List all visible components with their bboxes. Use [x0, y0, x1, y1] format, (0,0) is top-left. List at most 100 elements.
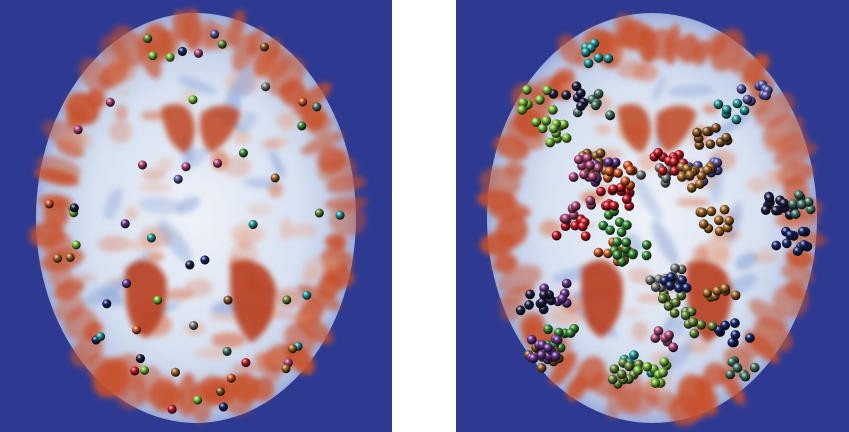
electrode-sphere-shading [551, 230, 562, 241]
ventricle-frontal-right [199, 105, 241, 153]
electrode-sphere-shading [545, 137, 555, 148]
electrode-sphere-shading [217, 39, 227, 49]
tract [236, 65, 255, 97]
electrode-sphere-shading [261, 82, 271, 92]
electrode-sphere-shading [585, 160, 595, 171]
tract [84, 280, 125, 307]
electrode-sphere-shading [148, 51, 158, 61]
electrode-sphere-shading [642, 361, 653, 372]
electrode-sphere-shading [622, 194, 632, 205]
electrode-sphere-shading [593, 53, 604, 63]
electrode-sphere-shading [130, 366, 140, 376]
electrode-sphere-shading [669, 166, 680, 176]
electrode-sphere-shading [524, 300, 534, 310]
electrode-sphere-shading [616, 227, 627, 237]
electrode-sphere-shading [143, 34, 153, 44]
electrode-sphere-shading [609, 201, 619, 211]
tissue-blotch [264, 136, 290, 147]
electrode-sphere-shading [281, 364, 291, 374]
electrode-sphere-shading [669, 157, 679, 167]
tract [652, 75, 667, 102]
electrode-sphere-shading [565, 328, 576, 338]
tissue-blotch [595, 124, 612, 135]
tissue-blotch [125, 206, 139, 221]
cortex-blotch [566, 375, 587, 401]
tissue-blotch [114, 104, 128, 121]
electrode-sphere-shading [707, 321, 718, 332]
cortex-blotch [178, 372, 197, 418]
tissue-blotch [279, 218, 294, 241]
cortex-blotch [86, 89, 106, 109]
tract [138, 196, 184, 215]
electrode-sphere-shading [732, 363, 743, 373]
electrode-sphere-shading [297, 121, 307, 131]
tissue-blotch [107, 63, 137, 83]
electrode-sphere-shading [603, 53, 614, 64]
electrode-sphere-shading [535, 95, 545, 105]
cortex-blotch [300, 131, 344, 156]
electrode-sphere-shading [580, 231, 591, 241]
tissue-blotch [194, 347, 230, 359]
tissue-blotch [97, 235, 131, 253]
electrode-sphere-shading [653, 326, 664, 336]
ventricle-frontal-left [161, 104, 195, 153]
electrode-sphere-shading [314, 208, 324, 218]
electrode-sphere-shading [730, 330, 741, 340]
electrode-sphere-shading [165, 52, 175, 62]
electrode-sphere-shading [792, 246, 803, 256]
cortex-blotch [504, 161, 526, 178]
electrode-sphere-shading [622, 220, 632, 230]
tissue-blotch [711, 247, 731, 267]
tissue-blotch [231, 363, 267, 373]
electrode-sphere-shading [604, 166, 615, 177]
electrode-sphere-shading [724, 216, 734, 226]
electrode-sphere-shading [541, 116, 552, 126]
electrode-sphere-shading [702, 288, 713, 299]
electrode-sphere-shading [609, 364, 620, 374]
electrode-sphere-shading [713, 99, 724, 110]
electrode-sphere-shading [525, 289, 535, 300]
electrode-sphere-shading [185, 260, 195, 270]
electrode-sphere-shading [605, 225, 615, 235]
electrode-sphere-shading [167, 404, 177, 414]
electrode-sphere-shading [702, 165, 713, 175]
electrode-sphere-shading [543, 343, 553, 353]
electrode-sphere-shading [579, 169, 589, 180]
tissue-blotch [59, 133, 94, 152]
electrode-sphere-shading [593, 163, 603, 173]
tract [734, 251, 759, 270]
ventricles [581, 104, 732, 343]
electrode-sphere-shading [194, 48, 203, 58]
electrode-sphere-shading [624, 361, 634, 372]
electrode-sphere-shading [132, 325, 142, 335]
cortex-blotch [781, 263, 815, 285]
electrode-sphere-shading [665, 281, 675, 291]
tissue-blotch [142, 168, 166, 182]
electrode-sphere-shading [771, 205, 781, 216]
electrode-sphere-shading [702, 126, 712, 137]
cortex-blotch [549, 351, 577, 385]
cortex-blotch [772, 283, 809, 319]
electrode-sphere-shading [788, 199, 798, 209]
electrode-sphere-shading [298, 97, 308, 107]
cortex-blotch [665, 23, 681, 66]
electrode-sphere-shading [213, 158, 222, 168]
electrode-sphere-shading [730, 290, 741, 301]
electrode-sphere-shading [711, 123, 721, 133]
electrode-sphere-shading [610, 157, 621, 168]
left-electrode-markers [44, 29, 345, 414]
tissue-blotch [108, 119, 133, 144]
electrode-sphere-shading [617, 257, 627, 267]
electrode-sphere-shading [173, 174, 183, 184]
electrode-sphere-shading [739, 105, 750, 116]
electrode-sphere-shading [216, 387, 225, 396]
cortex-blotch [227, 9, 246, 49]
ventricle-frontal-left [617, 104, 651, 153]
cortex-blotch [741, 53, 770, 84]
tissue-blotch [290, 223, 318, 238]
tissue-blotch [138, 182, 173, 193]
electrode-sphere-shading [680, 310, 691, 321]
cortex-blotch [653, 391, 680, 414]
electrode-sphere-shading [658, 293, 668, 304]
electrode-sphere-shading [736, 84, 747, 94]
